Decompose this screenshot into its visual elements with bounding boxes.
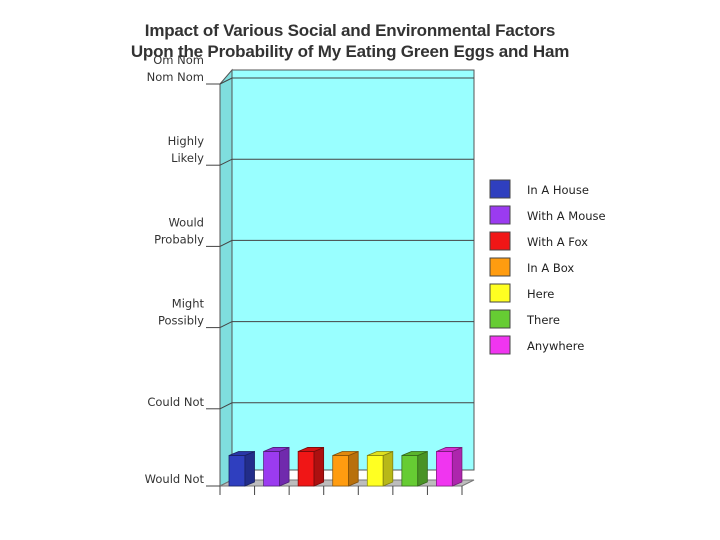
bar-front [228, 455, 246, 487]
gridline [219, 402, 474, 410]
bars [228, 446, 463, 487]
bar [332, 450, 359, 487]
y-tick-label: Highly [168, 134, 205, 148]
plot-side-wall [219, 68, 233, 487]
legend-swatch [489, 283, 511, 303]
bar [401, 450, 428, 487]
chart-title: Impact of Various Social and Environment… [70, 20, 630, 62]
y-tick-label: Might [172, 297, 205, 311]
bar-top [263, 447, 290, 452]
bar-side [244, 450, 255, 487]
bar-top [401, 451, 428, 456]
y-tick-label: Om Nom [153, 53, 204, 67]
bar-front [332, 455, 350, 487]
y-tick-label: Would [168, 215, 204, 229]
legend-label: Here [527, 287, 554, 301]
bar-front [436, 451, 453, 487]
legend-item: In A Box [489, 257, 574, 277]
plot-area [219, 68, 475, 487]
gridline [219, 77, 474, 85]
y-axis-labels: Would Not Could Not Might Possibly Would Prob… [145, 53, 463, 495]
legend-label: Anywhere [527, 339, 584, 353]
legend-label: There [526, 313, 560, 327]
bar-front [297, 451, 315, 487]
bar-top [367, 451, 393, 456]
gridline [219, 158, 474, 166]
bar [297, 446, 325, 487]
bar-front [263, 451, 280, 487]
legend-item: In A House [489, 179, 589, 199]
bar-top [436, 447, 463, 452]
y-tick-label: Possibly [158, 314, 204, 328]
bar-side [279, 446, 290, 487]
bar-front [401, 455, 419, 487]
y-tick-label: Likely [171, 151, 204, 165]
gridline [219, 239, 474, 247]
y-tick-label: Nom Nom [147, 70, 204, 84]
gridline [219, 321, 474, 329]
legend-swatch [489, 257, 511, 277]
bar [228, 450, 255, 487]
bar-side [313, 446, 325, 487]
legend-item: With A Fox [489, 231, 588, 251]
legend-item: There [489, 309, 560, 329]
legend-label: In A Box [527, 261, 574, 275]
bar [436, 446, 463, 487]
bar-top [228, 451, 255, 456]
legend-item: With A Mouse [489, 205, 606, 225]
legend-swatch [489, 179, 511, 199]
legend-label: With A Mouse [527, 209, 606, 223]
bar [366, 450, 394, 487]
plot-back-wall [231, 69, 475, 471]
legend-swatch [489, 335, 511, 355]
bar-side [417, 450, 428, 487]
y-tick-label: Could Not [147, 395, 204, 409]
bar-side [348, 450, 359, 487]
chart-title-line-2: Upon the Probability of My Eating Green … [130, 42, 570, 61]
legend-item: Here [489, 283, 554, 303]
legend-swatch [489, 309, 511, 329]
bar-side [382, 450, 394, 487]
bar-front [366, 455, 384, 487]
legend-item: Anywhere [489, 335, 584, 355]
bar-top [332, 451, 359, 456]
y-tick-label: Would Not [145, 472, 205, 486]
legend: In A House With A Mouse With A Fox In A Box… [489, 179, 606, 355]
bar-side [451, 446, 463, 487]
legend-label: With A Fox [527, 235, 588, 249]
legend-label: In A House [527, 183, 589, 197]
chart-title-line-1: Impact of Various Social and Environment… [144, 21, 556, 40]
legend-swatch [489, 231, 511, 251]
y-tick-label: Probably [154, 232, 204, 246]
bar-top [297, 447, 324, 452]
legend-swatch [489, 205, 511, 225]
bar [263, 446, 290, 487]
